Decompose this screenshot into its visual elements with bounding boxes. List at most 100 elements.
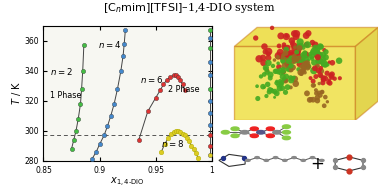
- Point: [320, 53, 326, 56]
- Point: [301, 69, 307, 72]
- Point: [291, 57, 297, 60]
- Point: [284, 68, 290, 71]
- Text: $n = 2$: $n = 2$: [50, 66, 73, 77]
- Point: [282, 46, 288, 49]
- Point: [286, 57, 292, 60]
- Point: [317, 94, 323, 97]
- Point: [298, 72, 304, 75]
- Point: [318, 70, 324, 73]
- Point: [304, 66, 310, 69]
- Point: [288, 57, 294, 60]
- Point: [322, 77, 328, 80]
- Point: [274, 92, 280, 95]
- Circle shape: [282, 136, 290, 140]
- Point: [321, 49, 327, 52]
- Point: [274, 80, 280, 83]
- Point: [321, 58, 327, 61]
- Point: [207, 47, 213, 50]
- Point: [296, 56, 302, 59]
- Point: [296, 47, 302, 50]
- Point: [304, 62, 310, 65]
- Point: [322, 96, 328, 99]
- Point: [261, 61, 267, 64]
- Point: [261, 73, 267, 76]
- Point: [96, 143, 102, 146]
- Point: [318, 67, 324, 70]
- Circle shape: [266, 127, 274, 131]
- Point: [122, 29, 129, 32]
- Circle shape: [264, 159, 269, 161]
- Point: [319, 90, 325, 93]
- Point: [293, 82, 299, 85]
- Text: $n = 8$: $n = 8$: [161, 138, 184, 149]
- Text: $n = 6$: $n = 6$: [140, 74, 163, 85]
- Point: [207, 74, 213, 77]
- Point: [277, 69, 284, 72]
- Point: [318, 75, 324, 78]
- Point: [195, 157, 201, 159]
- Point: [278, 83, 284, 86]
- Circle shape: [266, 134, 274, 138]
- Point: [280, 60, 286, 63]
- Point: [258, 75, 264, 78]
- Point: [207, 134, 213, 137]
- Polygon shape: [234, 27, 378, 120]
- Circle shape: [241, 131, 249, 134]
- Circle shape: [250, 134, 258, 138]
- Point: [296, 59, 302, 62]
- Point: [315, 60, 321, 63]
- Point: [317, 45, 323, 48]
- Point: [220, 157, 226, 160]
- Point: [315, 48, 321, 51]
- Point: [304, 65, 310, 68]
- Point: [295, 55, 301, 58]
- Point: [282, 79, 288, 82]
- Point: [279, 87, 285, 90]
- Point: [294, 58, 300, 61]
- Point: [264, 69, 270, 72]
- Point: [111, 102, 117, 105]
- Point: [270, 64, 276, 67]
- Point: [276, 65, 282, 68]
- Point: [321, 63, 327, 66]
- Point: [283, 48, 289, 51]
- Point: [207, 29, 213, 32]
- Point: [303, 63, 309, 65]
- Circle shape: [283, 159, 287, 161]
- Polygon shape: [234, 27, 378, 46]
- Point: [309, 57, 315, 60]
- Point: [284, 34, 290, 37]
- Point: [288, 86, 294, 89]
- Point: [314, 65, 320, 68]
- Point: [274, 82, 280, 85]
- Point: [273, 70, 279, 73]
- Point: [307, 77, 313, 80]
- Circle shape: [310, 157, 315, 159]
- Point: [280, 70, 286, 73]
- Point: [325, 81, 332, 84]
- Point: [287, 67, 293, 70]
- Point: [287, 63, 293, 66]
- Circle shape: [222, 131, 229, 134]
- Point: [279, 81, 285, 84]
- Point: [318, 75, 324, 78]
- Point: [279, 55, 285, 58]
- Point: [285, 58, 291, 61]
- Point: [311, 61, 317, 64]
- Circle shape: [273, 157, 278, 159]
- Point: [266, 90, 272, 93]
- Point: [283, 48, 289, 51]
- Point: [186, 140, 192, 143]
- Point: [278, 34, 284, 37]
- Point: [282, 52, 288, 55]
- Point: [291, 47, 297, 50]
- Point: [297, 41, 303, 43]
- Point: [320, 81, 326, 84]
- Point: [304, 92, 310, 95]
- Point: [268, 73, 274, 76]
- Point: [316, 53, 322, 56]
- Point: [272, 90, 278, 93]
- Point: [327, 82, 333, 85]
- Point: [321, 78, 327, 81]
- Point: [182, 134, 188, 137]
